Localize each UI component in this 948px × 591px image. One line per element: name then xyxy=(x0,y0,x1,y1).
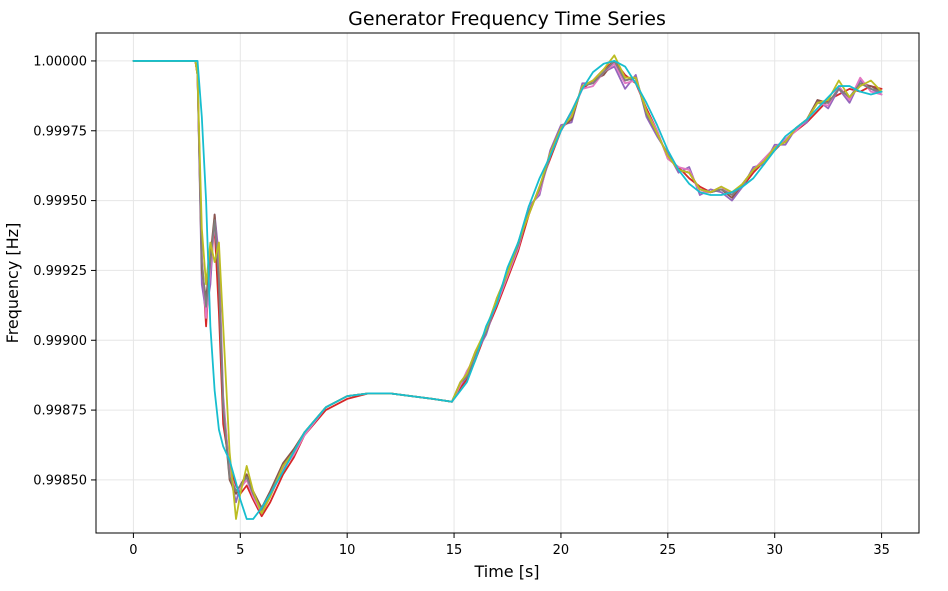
y-tick-label: 0.99875 xyxy=(33,404,87,419)
x-tick-label: 15 xyxy=(446,543,463,558)
x-tick-label: 20 xyxy=(553,543,570,558)
x-axis-ticks: 0 5 10 15 20 25 30 35 xyxy=(129,533,890,558)
x-tick-label: 30 xyxy=(766,543,783,558)
series-lines xyxy=(132,54,883,520)
series-line-7 xyxy=(132,60,883,520)
x-tick-label: 10 xyxy=(339,543,356,558)
plot-frame xyxy=(95,32,920,534)
x-tick-label: 35 xyxy=(873,543,890,558)
x-tick-label: 25 xyxy=(660,543,677,558)
y-axis-ticks: 0.99850 0.99875 0.99900 0.99925 0.99950 0.999… xyxy=(33,54,96,488)
y-tick-label: 0.99925 xyxy=(33,264,87,279)
y-tick-label: 0.99950 xyxy=(33,194,87,209)
y-axis-label: Frequency [Hz] xyxy=(3,223,22,344)
y-tick-label: 1.00000 xyxy=(33,54,87,69)
chart-title: Generator Frequency Time Series xyxy=(348,8,666,30)
x-tick-label: 0 xyxy=(129,543,137,558)
series-line-6 xyxy=(132,54,883,520)
y-tick-label: 0.99850 xyxy=(33,473,87,488)
x-tick-label: 5 xyxy=(236,543,244,558)
plot-area xyxy=(96,33,919,533)
x-axis-label: Time [s] xyxy=(473,562,539,581)
y-tick-label: 0.99900 xyxy=(33,334,87,349)
y-tick-label: 0.99975 xyxy=(33,124,87,139)
